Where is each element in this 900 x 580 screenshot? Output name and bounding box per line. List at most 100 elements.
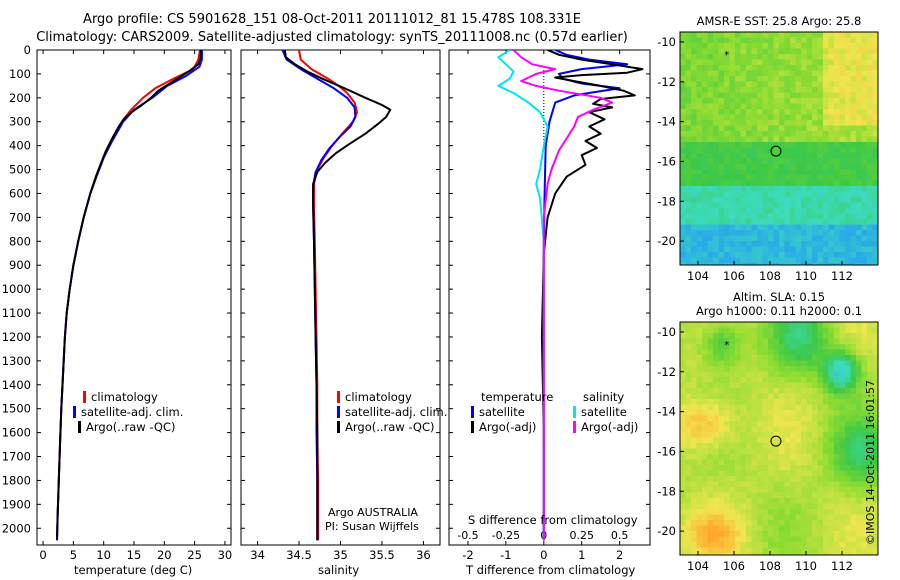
sla-map-cell <box>845 542 852 549</box>
sst-map-cell <box>740 197 747 204</box>
sst-map-cell <box>707 197 714 204</box>
sla-map-cell <box>691 443 698 450</box>
sst-map-cell <box>735 32 742 39</box>
sla-map-cell <box>834 487 841 494</box>
sst-map-cell <box>790 54 797 61</box>
sla-map-cell <box>729 547 736 554</box>
t-difference-xlabel: T difference from climatology <box>466 563 636 577</box>
sst-map-cell <box>680 98 687 105</box>
sst-map-cell <box>801 125 808 132</box>
sla-map-cell <box>790 443 797 450</box>
sst-map-cell <box>685 197 692 204</box>
sst-map-cell <box>850 120 857 127</box>
sst-map-cell <box>768 191 775 198</box>
sst-map-cell <box>768 219 775 226</box>
sla-map-cell <box>702 344 709 351</box>
sst-map-cell <box>861 98 868 105</box>
sst-map-cell <box>735 219 742 226</box>
sla-map-cell <box>867 437 874 444</box>
sla-map-cell <box>806 327 813 334</box>
sla-map-cell <box>845 349 852 356</box>
sst-map-cell <box>812 164 819 171</box>
sla-map-cell <box>823 487 830 494</box>
sst-map-cell <box>702 98 709 105</box>
sla-map-cell <box>839 498 846 505</box>
sst-map-cell <box>740 208 747 215</box>
sla-map-cell <box>740 349 747 356</box>
sst-map-cell <box>751 175 758 182</box>
sst-map-cell <box>685 87 692 94</box>
sla-map-cell <box>784 371 791 378</box>
sst-map-cell <box>861 164 868 171</box>
sst-map-cell <box>834 37 841 44</box>
sla-map-cell <box>872 349 878 356</box>
sla-map-cell <box>746 465 753 472</box>
sst-map-cell <box>806 109 813 116</box>
sla-map-cell <box>850 432 857 439</box>
sla-map-cell <box>685 382 692 389</box>
sst-map-cell <box>762 48 769 55</box>
sst-map-cell <box>762 92 769 99</box>
sst-map-cell <box>768 169 775 176</box>
sst-map-ytick-label: -10 <box>657 35 676 49</box>
sla-map-cell <box>740 448 747 455</box>
sla-map-cell <box>817 553 824 555</box>
sst-map-star-marker: * <box>724 50 729 61</box>
sla-map-cell <box>691 338 698 345</box>
sst-map-cell <box>823 230 830 237</box>
sla-map-cell <box>691 465 698 472</box>
sla-map-cell <box>845 487 852 494</box>
sla-map-cell <box>856 355 863 362</box>
sst-map-cell <box>795 92 802 99</box>
sla-map-cell <box>680 514 687 521</box>
sla-map-cell <box>867 503 874 510</box>
sst-map-cell <box>856 252 863 259</box>
sla-map-cell <box>718 525 725 532</box>
sst-map-cell <box>751 125 758 132</box>
sla-map-cell <box>691 349 698 356</box>
sla-map-cell <box>751 355 758 362</box>
sst-map-cell <box>801 180 808 187</box>
sst-map-cell <box>729 54 736 61</box>
sst-map-cell <box>685 153 692 160</box>
sla-map-cell <box>845 432 852 439</box>
sst-map-cell <box>845 263 852 265</box>
sla-map-cell <box>856 404 863 411</box>
sst-map-cell <box>845 224 852 231</box>
sla-map-cell <box>790 388 797 395</box>
sst-map-cell <box>828 224 835 231</box>
sla-map-cell <box>817 470 824 477</box>
sst-map-cell <box>828 246 835 253</box>
sla-map-cell <box>724 492 731 499</box>
sst-map-cell <box>740 98 747 105</box>
sst-map-cell <box>795 54 802 61</box>
sst-map-cell <box>768 65 775 72</box>
sst-map-cell <box>724 125 731 132</box>
sst-map-cell <box>702 208 709 215</box>
sst-map-cell <box>718 65 725 72</box>
sla-map-cell <box>762 366 769 373</box>
sla-map-cell <box>845 393 852 400</box>
sst-map-cell <box>856 87 863 94</box>
sst-map-cell <box>724 120 731 127</box>
sla-map-cell <box>823 349 830 356</box>
sla-map-cell <box>784 487 791 494</box>
sla-map-cell <box>828 437 835 444</box>
sla-map-cell <box>801 542 808 549</box>
sla-map-cell <box>735 415 742 422</box>
sla-map-cell <box>861 448 868 455</box>
figure-title-line1: Argo profile: CS 5901628_151 08-Oct-2011… <box>83 12 581 27</box>
sst-map-cell <box>817 230 824 237</box>
sst-map-cell <box>872 109 878 116</box>
figure-title-line2: Climatology: CARS2009. Satellite-adjuste… <box>36 30 628 45</box>
sst-map-cell <box>784 241 791 248</box>
sla-map-cell <box>724 327 731 334</box>
sst-map-cell <box>751 224 758 231</box>
sla-map-cell <box>751 470 758 477</box>
sst-map-cell <box>773 120 780 127</box>
sla-map-cell <box>839 432 846 439</box>
sst-map-cell <box>773 252 780 259</box>
sla-map-cell <box>768 531 775 538</box>
sla-map-cell <box>773 399 780 406</box>
sla-map-cell <box>845 344 852 351</box>
